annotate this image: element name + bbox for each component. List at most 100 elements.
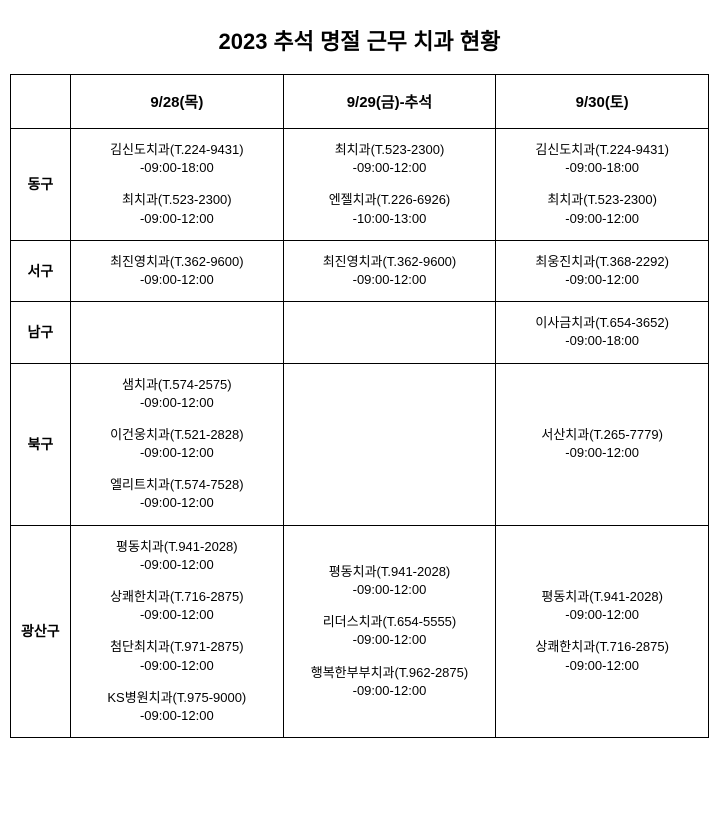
clinic-hours: -09:00-12:00 — [75, 606, 279, 624]
clinic-name: 상쾌한치과(T.716-2875) — [75, 588, 279, 606]
clinic-hours: -09:00-12:00 — [75, 494, 279, 512]
cell: 이사금치과(T.654-3652) -09:00-18:00 — [496, 302, 709, 363]
clinic-hours: -09:00-12:00 — [75, 657, 279, 675]
clinic-hours: -09:00-12:00 — [288, 682, 492, 700]
header-row: 9/28(목) 9/29(금)-추석 9/30(토) — [11, 75, 709, 129]
clinic-entry: 엘리트치과(T.574-7528) -09:00-12:00 — [75, 476, 279, 512]
clinic-name: 이사금치과(T.654-3652) — [500, 314, 704, 332]
clinic-entry: 최치과(T.523-2300) -09:00-12:00 — [500, 191, 704, 227]
clinic-name: 김신도치과(T.224-9431) — [500, 141, 704, 159]
clinic-hours: -09:00-12:00 — [500, 210, 704, 228]
clinic-name: 서산치과(T.265-7779) — [500, 426, 704, 444]
clinic-hours: -09:00-12:00 — [288, 631, 492, 649]
clinic-entry: 이건웅치과(T.521-2828) -09:00-12:00 — [75, 426, 279, 462]
schedule-table: 9/28(목) 9/29(금)-추석 9/30(토) 동구 김신도치과(T.22… — [10, 74, 709, 738]
cell: 김신도치과(T.224-9431) -09:00-18:00 최치과(T.523… — [496, 129, 709, 241]
cell: 최치과(T.523-2300) -09:00-12:00 엔젤치과(T.226-… — [283, 129, 496, 241]
clinic-entry: 샘치과(T.574-2575) -09:00-12:00 — [75, 376, 279, 412]
clinic-entry: 리더스치과(T.654-5555) -09:00-12:00 — [288, 613, 492, 649]
col-header-1: 9/28(목) — [71, 75, 284, 129]
cell: 최웅진치과(T.368-2292) -09:00-12:00 — [496, 240, 709, 301]
region-label: 북구 — [11, 363, 71, 525]
clinic-hours: -09:00-18:00 — [75, 159, 279, 177]
table-row: 동구 김신도치과(T.224-9431) -09:00-18:00 최치과(T.… — [11, 129, 709, 241]
clinic-hours: -09:00-12:00 — [288, 581, 492, 599]
clinic-name: 첨단최치과(T.971-2875) — [75, 638, 279, 656]
cell — [283, 302, 496, 363]
clinic-name: KS병원치과(T.975-9000) — [75, 689, 279, 707]
corner-cell — [11, 75, 71, 129]
clinic-hours: -09:00-12:00 — [288, 159, 492, 177]
clinic-entry: 최치과(T.523-2300) -09:00-12:00 — [75, 191, 279, 227]
clinic-entry: 최진영치과(T.362-9600) -09:00-12:00 — [288, 253, 492, 289]
cell: 샘치과(T.574-2575) -09:00-12:00 이건웅치과(T.521… — [71, 363, 284, 525]
clinic-name: 최진영치과(T.362-9600) — [288, 253, 492, 271]
clinic-entry: 최웅진치과(T.368-2292) -09:00-12:00 — [500, 253, 704, 289]
clinic-name: 평동치과(T.941-2028) — [288, 563, 492, 581]
col-header-3: 9/30(토) — [496, 75, 709, 129]
clinic-name: 최치과(T.523-2300) — [288, 141, 492, 159]
clinic-entry: 서산치과(T.265-7779) -09:00-12:00 — [500, 426, 704, 462]
cell: 평동치과(T.941-2028) -09:00-12:00 상쾌한치과(T.71… — [496, 525, 709, 738]
clinic-hours: -09:00-18:00 — [500, 159, 704, 177]
clinic-entry: 첨단최치과(T.971-2875) -09:00-12:00 — [75, 638, 279, 674]
clinic-hours: -09:00-12:00 — [75, 210, 279, 228]
clinic-name: 최치과(T.523-2300) — [500, 191, 704, 209]
clinic-hours: -09:00-18:00 — [500, 332, 704, 350]
clinic-hours: -09:00-12:00 — [500, 271, 704, 289]
page-title: 2023 추석 명절 근무 치과 현황 — [10, 10, 709, 74]
cell — [283, 363, 496, 525]
col-header-2: 9/29(금)-추석 — [283, 75, 496, 129]
clinic-entry: 평동치과(T.941-2028) -09:00-12:00 — [500, 588, 704, 624]
clinic-entry: 김신도치과(T.224-9431) -09:00-18:00 — [500, 141, 704, 177]
clinic-entry: 김신도치과(T.224-9431) -09:00-18:00 — [75, 141, 279, 177]
clinic-name: 리더스치과(T.654-5555) — [288, 613, 492, 631]
table-row: 북구 샘치과(T.574-2575) -09:00-12:00 이건웅치과(T.… — [11, 363, 709, 525]
clinic-hours: -09:00-12:00 — [75, 394, 279, 412]
table-row: 광산구 평동치과(T.941-2028) -09:00-12:00 상쾌한치과(… — [11, 525, 709, 738]
table-row: 남구 이사금치과(T.654-3652) -09:00-18:00 — [11, 302, 709, 363]
cell: 평동치과(T.941-2028) -09:00-12:00 상쾌한치과(T.71… — [71, 525, 284, 738]
region-label: 광산구 — [11, 525, 71, 738]
clinic-entry: 평동치과(T.941-2028) -09:00-12:00 — [75, 538, 279, 574]
clinic-hours: -09:00-12:00 — [500, 657, 704, 675]
clinic-name: 평동치과(T.941-2028) — [500, 588, 704, 606]
clinic-hours: -09:00-12:00 — [75, 556, 279, 574]
clinic-entry: 상쾌한치과(T.716-2875) -09:00-12:00 — [500, 638, 704, 674]
clinic-name: 평동치과(T.941-2028) — [75, 538, 279, 556]
region-label: 남구 — [11, 302, 71, 363]
clinic-name: 상쾌한치과(T.716-2875) — [500, 638, 704, 656]
clinic-name: 행복한부부치과(T.962-2875) — [288, 664, 492, 682]
clinic-hours: -10:00-13:00 — [288, 210, 492, 228]
clinic-hours: -09:00-12:00 — [288, 271, 492, 289]
clinic-name: 김신도치과(T.224-9431) — [75, 141, 279, 159]
cell: 최진영치과(T.362-9600) -09:00-12:00 — [71, 240, 284, 301]
table-body: 동구 김신도치과(T.224-9431) -09:00-18:00 최치과(T.… — [11, 129, 709, 738]
cell: 김신도치과(T.224-9431) -09:00-18:00 최치과(T.523… — [71, 129, 284, 241]
clinic-entry: 엔젤치과(T.226-6926) -10:00-13:00 — [288, 191, 492, 227]
clinic-name: 이건웅치과(T.521-2828) — [75, 426, 279, 444]
clinic-hours: -09:00-12:00 — [75, 707, 279, 725]
clinic-entry: 이사금치과(T.654-3652) -09:00-18:00 — [500, 314, 704, 350]
cell — [71, 302, 284, 363]
clinic-name: 엘리트치과(T.574-7528) — [75, 476, 279, 494]
clinic-entry: 최진영치과(T.362-9600) -09:00-12:00 — [75, 253, 279, 289]
clinic-name: 샘치과(T.574-2575) — [75, 376, 279, 394]
clinic-entry: KS병원치과(T.975-9000) -09:00-12:00 — [75, 689, 279, 725]
cell: 서산치과(T.265-7779) -09:00-12:00 — [496, 363, 709, 525]
clinic-name: 최치과(T.523-2300) — [75, 191, 279, 209]
cell: 평동치과(T.941-2028) -09:00-12:00 리더스치과(T.65… — [283, 525, 496, 738]
clinic-name: 최웅진치과(T.368-2292) — [500, 253, 704, 271]
clinic-hours: -09:00-12:00 — [75, 444, 279, 462]
clinic-hours: -09:00-12:00 — [500, 606, 704, 624]
region-label: 서구 — [11, 240, 71, 301]
clinic-name: 엔젤치과(T.226-6926) — [288, 191, 492, 209]
clinic-name: 최진영치과(T.362-9600) — [75, 253, 279, 271]
clinic-entry: 평동치과(T.941-2028) -09:00-12:00 — [288, 563, 492, 599]
table-row: 서구 최진영치과(T.362-9600) -09:00-12:00 최진영치과(… — [11, 240, 709, 301]
cell: 최진영치과(T.362-9600) -09:00-12:00 — [283, 240, 496, 301]
clinic-hours: -09:00-12:00 — [75, 271, 279, 289]
clinic-entry: 최치과(T.523-2300) -09:00-12:00 — [288, 141, 492, 177]
clinic-entry: 행복한부부치과(T.962-2875) -09:00-12:00 — [288, 664, 492, 700]
region-label: 동구 — [11, 129, 71, 241]
